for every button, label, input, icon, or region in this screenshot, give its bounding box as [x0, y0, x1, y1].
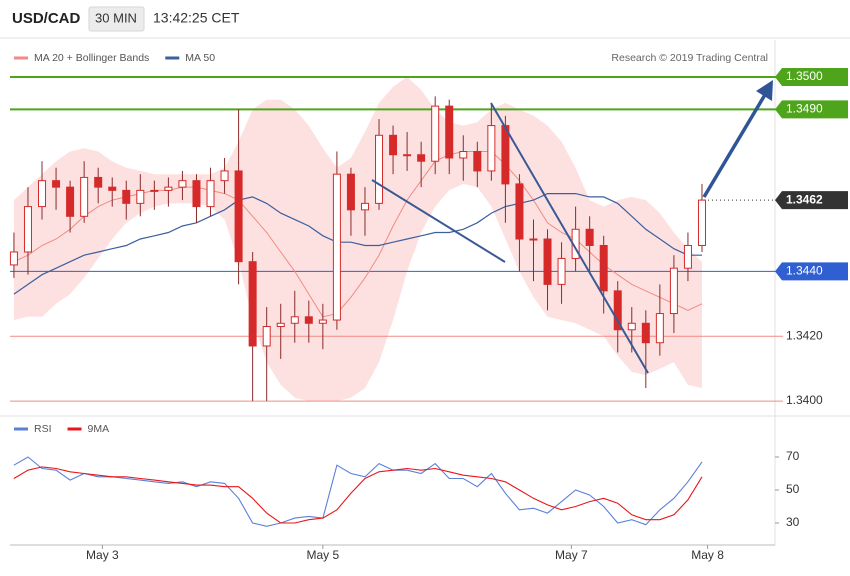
candle-body	[234, 170, 243, 263]
candle-body	[80, 176, 89, 217]
candle-body	[220, 170, 229, 182]
candle-body	[346, 173, 355, 211]
candle-body	[108, 186, 117, 191]
y-tick-label: 1.3500	[786, 69, 823, 83]
x-tick-label: May 3	[86, 548, 119, 562]
y-tick-label: 70	[786, 449, 800, 463]
symbol: USD/CAD	[12, 10, 81, 27]
candle-body	[697, 199, 706, 246]
trend-line	[371, 179, 506, 263]
candle-body	[94, 176, 103, 188]
candle-body	[66, 186, 75, 217]
candle-body	[473, 150, 482, 172]
candle-body	[487, 125, 496, 172]
level-badge	[775, 100, 848, 119]
candle-body	[669, 267, 678, 315]
candle-body	[262, 326, 271, 347]
time: 13:42:25 CET	[153, 10, 240, 26]
candle-body	[276, 322, 285, 328]
candle-body	[515, 183, 524, 240]
candle-body	[403, 154, 412, 157]
x-tick-label: May 5	[307, 548, 340, 562]
candle-body	[178, 180, 187, 188]
y-tick-label: 1.3440	[786, 264, 823, 278]
candle-body	[501, 125, 510, 185]
moving-average	[13, 193, 702, 295]
candle-body	[248, 261, 257, 347]
candle-body	[431, 105, 440, 162]
candle-body	[23, 206, 32, 253]
candle-body	[445, 105, 454, 159]
candle-body	[38, 180, 47, 208]
candle-body	[459, 150, 468, 159]
annotations	[371, 80, 773, 374]
candle-body	[417, 154, 426, 162]
trend-line	[490, 102, 649, 374]
y-tick-label: 1.3490	[786, 102, 823, 116]
y-tick-label: 50	[786, 482, 800, 496]
candle-body	[290, 316, 299, 324]
candle-body	[375, 134, 384, 204]
candle-body	[557, 257, 566, 285]
candle-body	[599, 244, 608, 292]
candle-body	[206, 180, 215, 208]
candle-body	[543, 238, 552, 285]
timeframe-box	[88, 6, 145, 32]
legend-label: RSI	[34, 423, 52, 435]
level-badge	[775, 191, 848, 210]
legend-label: MA 20 + Bollinger Bands	[34, 52, 149, 64]
candle-body	[150, 189, 159, 192]
candle-body	[332, 173, 341, 321]
candle-body	[304, 316, 313, 324]
level-badge	[775, 67, 848, 86]
x-tick-label: May 8	[691, 548, 724, 562]
legend-label: 9MA	[88, 423, 110, 435]
y-tick-label: 1.3462	[786, 192, 823, 206]
candle-body	[360, 202, 369, 211]
candle-body	[613, 290, 622, 331]
candle-body	[52, 180, 61, 188]
candle-body	[192, 180, 201, 208]
candle-body	[136, 189, 145, 204]
candle-body	[122, 189, 131, 204]
candle-body	[164, 186, 173, 191]
candle-body	[641, 322, 650, 344]
candle-body	[683, 244, 692, 269]
credit: Research © 2019 Trading Central	[611, 52, 768, 64]
rsi-line	[13, 466, 703, 524]
forecast-arrow	[702, 92, 768, 198]
timeframe: 30 MIN	[95, 10, 137, 25]
candle-body	[529, 238, 538, 241]
legend-label: MA 50	[185, 52, 215, 64]
x-tick-label: May 7	[555, 548, 588, 562]
rsi-line	[13, 456, 703, 527]
y-tick-label: 1.3420	[786, 328, 823, 342]
y-tick-label: 30	[786, 515, 800, 529]
candle-body	[655, 313, 664, 344]
candle-body	[389, 134, 398, 156]
candle-body	[627, 322, 636, 331]
candle-body	[318, 319, 327, 324]
forecast-arrowhead	[756, 80, 773, 101]
bollinger-band	[13, 76, 702, 402]
y-tick-label: 1.3400	[786, 393, 823, 407]
candle-body	[9, 251, 18, 266]
candle-body	[585, 228, 594, 246]
level-badge	[775, 262, 848, 281]
